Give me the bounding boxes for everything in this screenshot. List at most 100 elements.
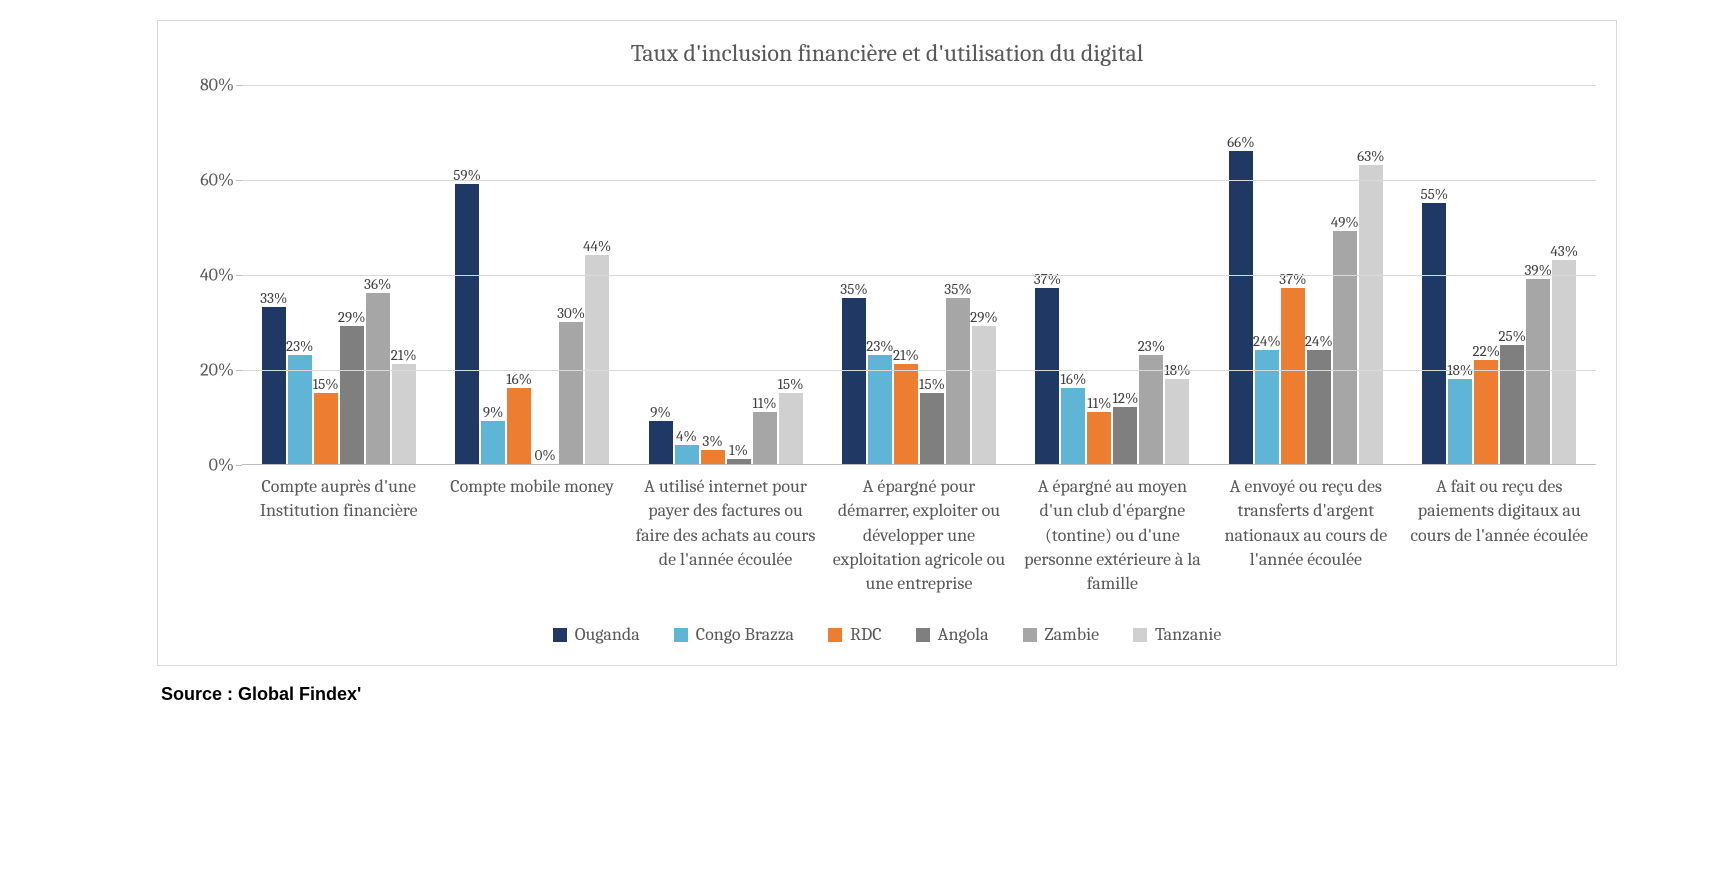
bar: 37% (1281, 272, 1305, 464)
legend-swatch (828, 628, 842, 642)
bar: 59% (455, 168, 479, 464)
bar-value-label: 0% (535, 448, 556, 463)
bar: 29% (340, 310, 364, 464)
bar-rect (1526, 279, 1550, 464)
bar: 16% (1061, 372, 1085, 464)
bar: 23% (1139, 339, 1163, 464)
bar-value-label: 11% (752, 396, 776, 411)
legend-label: Angola (938, 624, 989, 645)
legend-swatch (916, 628, 930, 642)
source-label: Source : Global Findex' (157, 684, 1617, 705)
bar: 49% (1333, 215, 1357, 464)
bar-value-label: 23% (286, 339, 313, 354)
bar-value-label: 9% (650, 405, 671, 420)
bar-rect (920, 393, 944, 464)
x-category-label: A épargné pour démarrer, exploiter ou dé… (822, 465, 1015, 596)
bar-value-label: 24% (1253, 334, 1281, 349)
bar-rect (1229, 151, 1253, 465)
legend-item: Zambie (1023, 624, 1100, 645)
legend-item: Tanzanie (1133, 624, 1221, 645)
bar: 3% (701, 434, 725, 464)
legend-item: Angola (916, 624, 989, 645)
legend-label: Zambie (1045, 624, 1100, 645)
bar-rect (1448, 379, 1472, 465)
bar-value-label: 30% (557, 306, 585, 321)
x-category-label: Compte mobile money (435, 465, 628, 596)
bar-rect (1307, 350, 1331, 464)
bar-rect (649, 421, 673, 464)
bar-rect (894, 364, 918, 464)
bar: 24% (1307, 334, 1331, 464)
bar: 39% (1526, 263, 1550, 464)
bar-value-label: 1% (729, 443, 748, 458)
bar-rect (1474, 360, 1498, 465)
legend-swatch (674, 628, 688, 642)
bar: 22% (1474, 344, 1498, 465)
bar-rect (585, 255, 609, 464)
bar-value-label: 23% (866, 339, 893, 354)
legend-label: Tanzanie (1155, 624, 1221, 645)
bar-rect (455, 184, 479, 464)
bar: 44% (585, 239, 609, 464)
bar-value-label: 15% (313, 377, 339, 392)
bar-value-label: 12% (1112, 391, 1138, 406)
bar-value-label: 43% (1550, 244, 1578, 259)
bar-value-label: 33% (260, 291, 287, 306)
bar: 15% (314, 377, 338, 464)
bar: 15% (920, 377, 944, 464)
bar: 55% (1422, 187, 1446, 464)
bar-rect (972, 326, 996, 464)
bar-rect (1087, 412, 1111, 464)
bar-value-label: 49% (1331, 215, 1359, 230)
chart-container: Taux d'inclusion financière et d'utilisa… (157, 20, 1617, 666)
bar-value-label: 15% (778, 377, 804, 392)
y-tick-label: 40% (200, 265, 234, 286)
bar-value-label: 9% (483, 405, 504, 420)
bar: 16% (507, 372, 531, 464)
bar: 11% (753, 396, 777, 464)
gridline (242, 275, 1596, 276)
bar: 33% (262, 291, 286, 464)
legend-item: RDC (828, 624, 882, 645)
plot-row: 0%20%40%60%80% 33%23%15%29%36%21%59%9%16… (178, 85, 1596, 465)
bar-value-label: 24% (1305, 334, 1333, 349)
bar: 35% (946, 282, 970, 464)
legend: Ouganda Congo Brazza RDC Angola Zambie Tanzan… (178, 624, 1596, 645)
bar: 18% (1448, 363, 1472, 465)
bar-rect (727, 459, 751, 464)
legend-label: Congo Brazza (696, 624, 794, 645)
bar-rect (779, 393, 803, 464)
bar: 29% (972, 310, 996, 464)
bar-value-label: 16% (1060, 372, 1086, 387)
bar: 30% (559, 306, 583, 465)
gridline (242, 85, 1596, 86)
bar-value-label: 44% (583, 239, 611, 254)
bar: 23% (288, 339, 312, 464)
bar-rect (1552, 260, 1576, 464)
bar-value-label: 16% (506, 372, 532, 387)
legend-item: Congo Brazza (674, 624, 794, 645)
bar-value-label: 35% (840, 282, 867, 297)
bar-rect (366, 293, 390, 464)
bar: 43% (1552, 244, 1576, 464)
legend-label: Ouganda (575, 624, 640, 645)
bar-rect (392, 364, 416, 464)
bar: 9% (649, 405, 673, 464)
bar-value-label: 23% (1138, 339, 1165, 354)
x-category-label: A épargné au moyen d'un club d'épargne (… (1016, 465, 1209, 596)
bar: 9% (481, 405, 505, 464)
legend-swatch (1133, 628, 1147, 642)
bar-rect (1255, 350, 1279, 464)
bar-value-label: 55% (1420, 187, 1448, 202)
bar-rect (753, 412, 777, 464)
y-tick-label: 60% (200, 170, 234, 191)
bar-value-label: 35% (944, 282, 971, 297)
x-axis: Compte auprès d'une Institution financiè… (242, 465, 1596, 596)
bar-rect (1422, 203, 1446, 464)
legend-item: Ouganda (553, 624, 640, 645)
bar-rect (1281, 288, 1305, 464)
bar: 35% (842, 282, 866, 464)
y-tick-label: 20% (200, 360, 234, 381)
x-category-label: A fait ou reçu des paiements digitaux au… (1403, 465, 1596, 596)
bar-rect (262, 307, 286, 464)
